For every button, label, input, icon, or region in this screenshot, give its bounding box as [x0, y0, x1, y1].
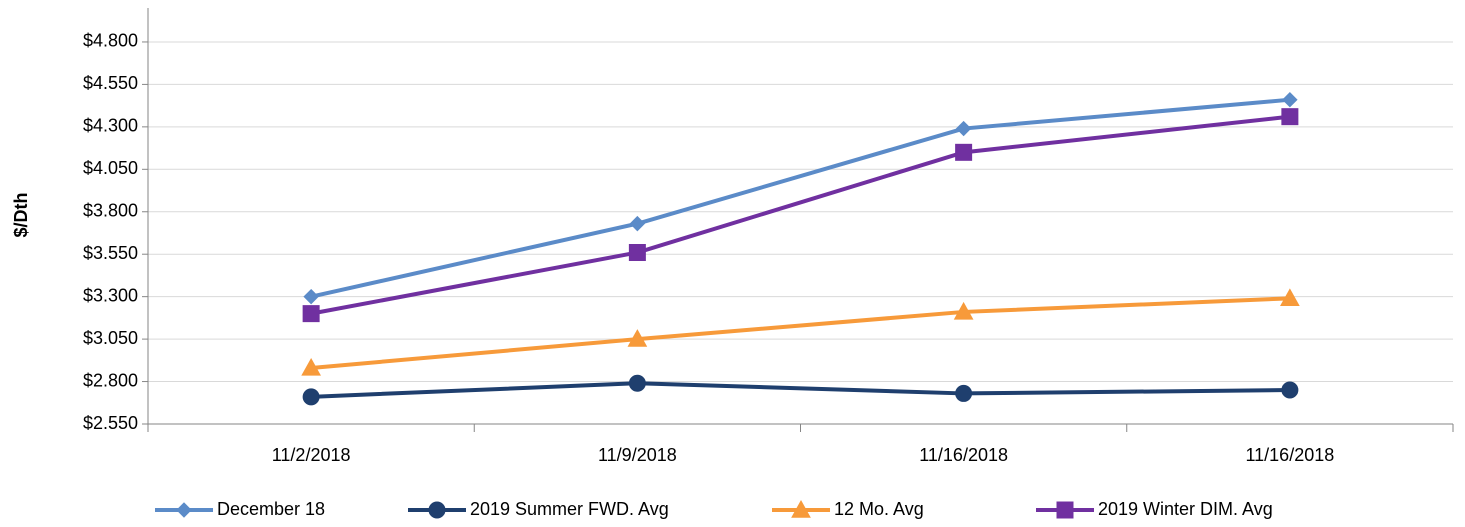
marker [955, 120, 972, 137]
marker [629, 215, 646, 232]
marker [955, 143, 973, 161]
marker [955, 384, 973, 402]
x-tick-label: 11/16/2018 [1245, 445, 1334, 465]
x-tick-label: 11/2/2018 [272, 445, 351, 465]
y-tick-label: $3.300 [83, 285, 138, 305]
marker [301, 357, 321, 376]
y-tick-label: $4.300 [83, 116, 138, 136]
marker [1281, 381, 1299, 399]
marker [428, 501, 446, 519]
marker [791, 499, 811, 518]
marker [1280, 288, 1300, 307]
marker [628, 244, 646, 262]
marker [627, 329, 648, 347]
y-tick-label: $2.550 [83, 413, 138, 433]
legend-label: 2019 Summer FWD. Avg [470, 499, 669, 519]
marker [953, 301, 974, 320]
legend-label: 12 Mo. Avg [834, 499, 924, 519]
y-tick-label: $3.050 [83, 328, 138, 348]
y-tick-label: $3.800 [83, 201, 138, 221]
marker [176, 502, 192, 518]
legend-label: 2019 Winter DIM. Avg [1098, 499, 1273, 519]
series-line [310, 114, 1291, 316]
marker [302, 388, 320, 406]
x-tick-label: 11/9/2018 [598, 445, 677, 465]
y-axis-label: $/Dth [11, 193, 31, 238]
marker [302, 305, 320, 323]
x-tick-label: 11/16/2018 [919, 445, 1008, 465]
marker [1282, 91, 1298, 108]
y-tick-label: $4.050 [83, 158, 138, 178]
y-tick-label: $2.800 [83, 370, 138, 390]
marker [1056, 501, 1074, 519]
series-line [311, 381, 1290, 399]
y-tick-label: $3.550 [83, 243, 138, 263]
series-line [310, 97, 1291, 299]
y-tick-label: $4.550 [83, 73, 138, 93]
y-tick-label: $4.800 [83, 31, 138, 51]
marker [628, 374, 646, 392]
marker [1281, 108, 1299, 126]
legend-label: December 18 [217, 499, 325, 519]
series-line [310, 296, 1290, 370]
marker [303, 288, 319, 305]
